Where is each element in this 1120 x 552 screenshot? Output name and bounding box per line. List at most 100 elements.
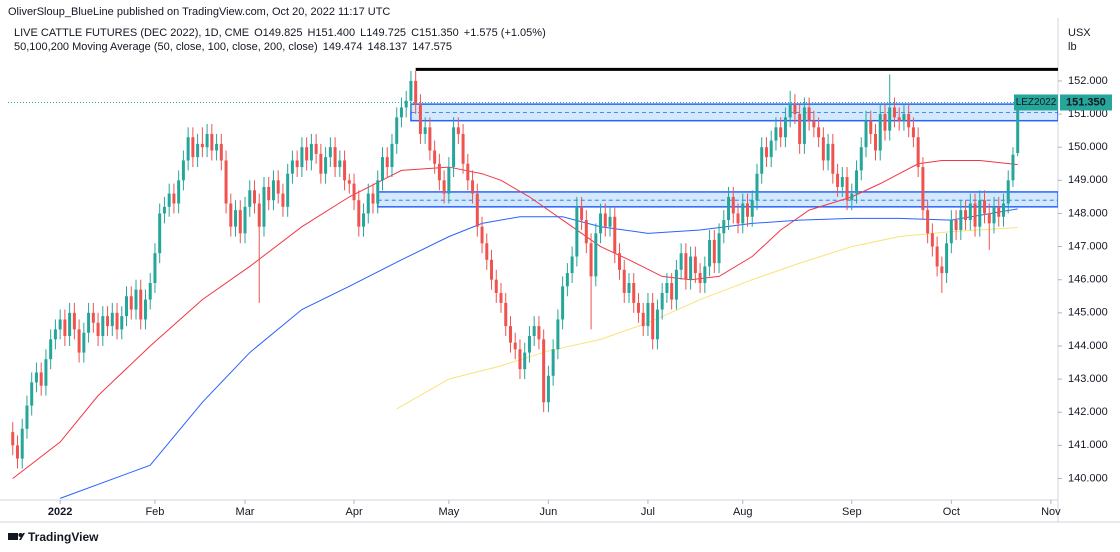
candle-body bbox=[371, 193, 375, 204]
zone bbox=[377, 191, 1058, 208]
candle-body bbox=[30, 382, 34, 406]
candle-body bbox=[347, 180, 351, 184]
ohlc-label: C151.350 bbox=[411, 27, 459, 39]
candle-body bbox=[916, 137, 920, 168]
candle-body bbox=[466, 163, 470, 181]
x-tick-label: May bbox=[438, 506, 459, 518]
candle-body bbox=[253, 190, 257, 204]
candle-body bbox=[433, 150, 437, 164]
candle-body bbox=[153, 253, 157, 284]
candle-body bbox=[25, 405, 29, 429]
indicator-value: 148.137 bbox=[367, 41, 407, 53]
candle-body bbox=[689, 256, 693, 280]
candle-body bbox=[77, 329, 81, 353]
candle-body bbox=[570, 256, 574, 274]
candle-body bbox=[674, 269, 678, 300]
candle-body bbox=[229, 203, 233, 227]
candle-body bbox=[39, 372, 43, 386]
candle-body bbox=[34, 372, 38, 383]
y-tick-label: 150.000 bbox=[1068, 141, 1108, 153]
x-tick-label: Oct bbox=[943, 506, 960, 518]
candle-body bbox=[812, 120, 816, 128]
candle-body bbox=[442, 180, 446, 194]
candle-body bbox=[764, 147, 768, 158]
candle-body bbox=[546, 375, 550, 403]
candle-body bbox=[215, 143, 219, 151]
candle-body bbox=[940, 266, 944, 274]
candle-body bbox=[143, 299, 147, 320]
candle-body bbox=[125, 296, 129, 317]
candle-body bbox=[930, 233, 934, 247]
candle-body bbox=[793, 104, 797, 115]
y-tick-label: 144.000 bbox=[1068, 340, 1108, 352]
candle-body bbox=[755, 173, 759, 201]
candle-body bbox=[584, 220, 588, 244]
candle-body bbox=[286, 173, 290, 207]
candle-body bbox=[234, 210, 238, 227]
candle-body bbox=[15, 445, 19, 459]
candle-body bbox=[717, 233, 721, 264]
candle-body bbox=[741, 203, 745, 224]
ohlc-label: O149.825 bbox=[254, 27, 302, 39]
candle-body bbox=[532, 326, 536, 337]
x-tick-label: 2022 bbox=[48, 506, 72, 518]
candle-body bbox=[110, 312, 114, 327]
y-tick-label: 145.000 bbox=[1068, 307, 1108, 319]
candle-body bbox=[305, 147, 309, 161]
candle-body bbox=[333, 147, 337, 168]
candle-body bbox=[693, 256, 697, 274]
candle-body bbox=[769, 140, 773, 158]
candle-body bbox=[821, 137, 825, 161]
candle-body bbox=[636, 302, 640, 313]
candle-body bbox=[888, 107, 892, 131]
candle-body bbox=[352, 183, 356, 201]
candle-body bbox=[504, 302, 508, 327]
moving-average bbox=[59, 208, 1018, 499]
candle-body bbox=[191, 137, 195, 158]
candle-body bbox=[494, 279, 498, 293]
candle-body bbox=[328, 147, 332, 158]
candle-body bbox=[788, 104, 792, 118]
candle-body bbox=[295, 160, 299, 168]
candle-body bbox=[712, 239, 716, 264]
candle-body bbox=[831, 143, 835, 174]
candle-body bbox=[992, 206, 996, 224]
candle-body bbox=[599, 213, 603, 234]
candle-body bbox=[210, 133, 214, 151]
candle-body bbox=[106, 316, 110, 327]
candle-body bbox=[1016, 102, 1020, 153]
candle-body bbox=[238, 210, 242, 234]
candle-body bbox=[987, 213, 991, 224]
plot bbox=[8, 67, 1058, 499]
candle-body bbox=[200, 143, 204, 148]
candle-body bbox=[343, 160, 347, 181]
candle-body bbox=[542, 339, 546, 403]
candle-body bbox=[840, 177, 844, 187]
x-tick-label: Nov bbox=[1041, 506, 1061, 518]
candle-body bbox=[651, 302, 655, 340]
ohlc-label: L149.725 bbox=[360, 27, 406, 39]
symbol-badge bbox=[1014, 94, 1058, 111]
candle-body bbox=[314, 143, 318, 154]
candle-body bbox=[750, 200, 754, 217]
candle-body bbox=[362, 213, 366, 227]
candle-body bbox=[485, 243, 489, 260]
candle-body bbox=[271, 180, 275, 201]
x-tick-label: Jun bbox=[540, 506, 558, 518]
candle-body bbox=[134, 289, 138, 310]
candle-body bbox=[897, 117, 901, 121]
candle-body bbox=[935, 246, 939, 267]
candle-body bbox=[267, 186, 271, 201]
y-tick-label: 140.000 bbox=[1068, 472, 1108, 484]
candle-body bbox=[618, 253, 622, 270]
x-tick-label: Apr bbox=[345, 506, 362, 518]
candle-body bbox=[873, 133, 877, 151]
candle-body bbox=[964, 210, 968, 221]
candle-body bbox=[224, 160, 228, 204]
candle-body bbox=[679, 253, 683, 270]
candle-body bbox=[44, 359, 48, 386]
brand: TradingView bbox=[28, 530, 99, 544]
candle-body bbox=[139, 289, 143, 320]
candle-body bbox=[404, 100, 408, 108]
